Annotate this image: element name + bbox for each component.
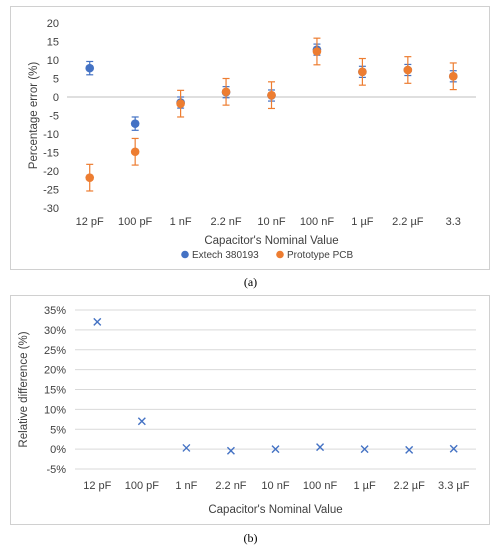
x-tick-label: 1 µF [353,480,376,492]
y-tick-label: 15 [47,37,59,49]
x-tick-label: 100 nF [300,216,335,228]
y-tick-label: 5% [50,424,66,436]
x-tick-label: 10 nF [257,216,285,228]
x-tick-label: 12 pF [76,216,104,228]
y-axis-title: Relative difference (%) [18,331,30,447]
y-tick-label: -5% [46,464,66,476]
y-tick-label: 20 [47,18,59,30]
chart-b-frame [10,295,490,525]
legend-marker [181,250,189,259]
data-point [403,65,413,75]
y-tick-label: -25 [43,185,59,197]
chart-a: 20 15 10 5 0 -5 -10 -15 -20 -25 -30 12 pF 100 pF 1 nF… [28,18,476,261]
data-point [316,443,325,452]
x-axis-title: Capacitor's Nominal Value [208,504,342,516]
y-tick-label: -30 [43,203,59,215]
x-tick-label: 100 pF [125,480,160,492]
chart-b: 35% 30% 25% 20% 15% 10% 5% 0% -5% 12 pF 100 pF 1 nF… [18,305,476,516]
data-point-stroke [449,444,458,453]
data-point [448,71,458,81]
data-point-stroke [405,445,414,454]
data-point [85,173,95,182]
chart-a-frame [10,6,490,270]
data-point [271,445,280,454]
y-tick-label: 25% [44,345,66,357]
data-point [176,99,185,108]
x-tick-label: 1 nF [170,216,192,228]
legend-label: Extech 380193 [192,250,259,261]
x-tick-label: 3.3 [446,216,461,228]
y-tick-label: 0% [50,444,66,456]
y-tick-label: 20% [44,365,66,377]
y-tick-label: -5 [49,111,59,123]
y-tick-label: -20 [43,166,59,178]
y-axis-title: Percentage error (%) [28,62,40,170]
x-tick-label: 2.2 µF [392,216,424,228]
x-tick-label: 100 pF [118,216,153,228]
data-point [137,417,146,426]
panel-a-caption: (a) [243,275,258,289]
data-point [85,63,95,73]
data-point [360,445,369,454]
legend-marker [276,250,284,259]
data-point [449,444,458,453]
data-point [221,87,231,97]
data-point-stroke [271,445,280,454]
data-point [358,67,367,77]
x-tick-label: 1 µF [351,216,374,228]
x-tick-label: 2.2 µF [393,480,425,492]
x-tick-label: 2.2 nF [215,480,246,492]
x-tick-label: 1 nF [175,480,197,492]
y-tick-label: 30% [44,325,66,337]
data-point-stroke [137,417,146,426]
y-tick-label: 15% [44,385,66,397]
x-tick-label: 12 pF [83,480,111,492]
data-point [405,445,414,454]
y-tick-label: 10 [47,55,59,67]
data-point [93,317,102,326]
x-tick-label: 2.2 nF [210,216,241,228]
panel-b-caption: (b) [243,531,258,545]
y-tick-label: 10% [44,404,66,416]
x-tick-label: 10 nF [261,480,289,492]
y-tick-label: -15 [43,148,59,160]
legend-label: Prototype PCB [287,250,353,261]
data-point [312,47,322,56]
data-point [182,443,191,452]
data-point [226,446,235,455]
data-point [130,147,140,157]
y-tick-label: 5 [53,74,59,86]
y-tick-label: 35% [44,305,66,317]
data-point-stroke [360,445,369,454]
data-point-stroke [316,443,325,452]
data-point [267,90,276,100]
x-tick-label: 100 nF [303,480,338,492]
data-point-stroke [93,317,102,326]
x-tick-label: 3.3 µF [438,480,470,492]
x-axis-title: Capacitor's Nominal Value [204,235,338,247]
data-point [130,119,140,128]
data-point-stroke [182,443,191,452]
y-tick-label: 0 [53,92,59,104]
y-tick-label: -10 [43,129,59,141]
data-point-stroke [226,446,235,455]
